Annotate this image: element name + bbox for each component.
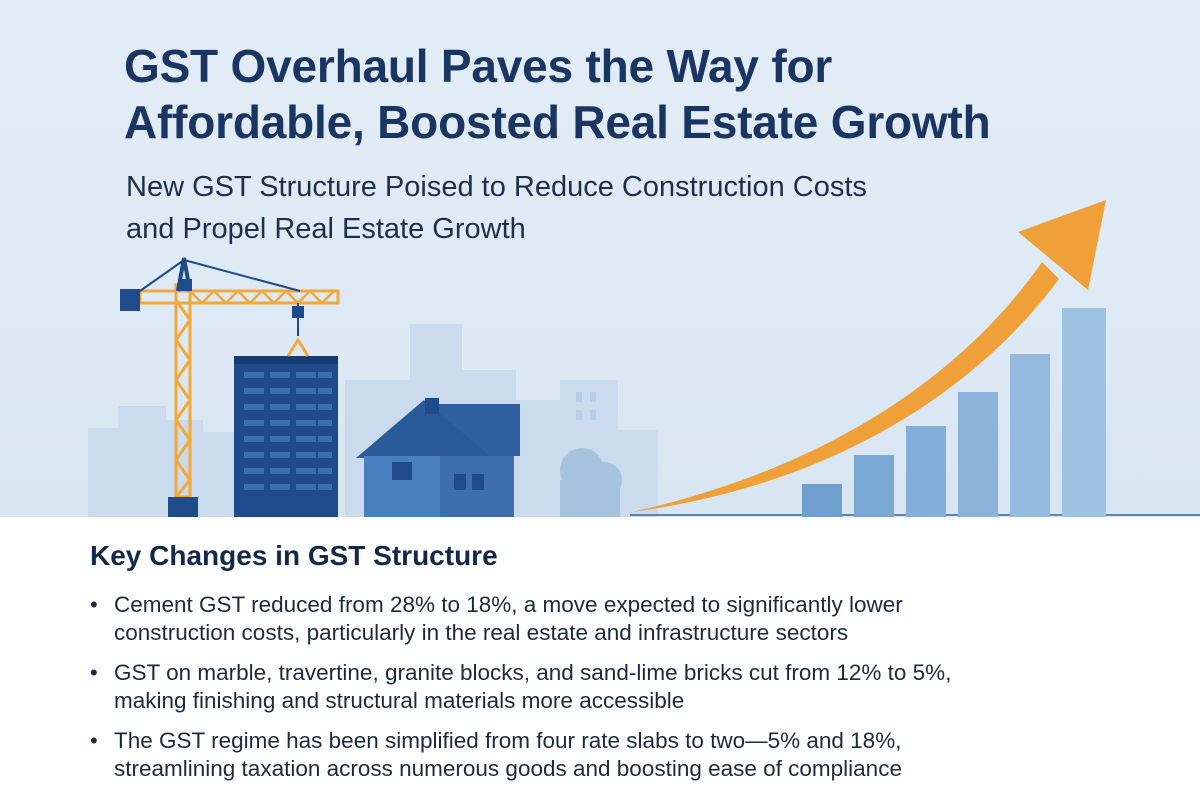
bullet-icon: •: [90, 660, 98, 685]
subtitle-line-1: New GST Structure Poised to Reduce Const…: [126, 171, 867, 203]
hero-banner: GST Overhaul Paves the Way for Affordabl…: [0, 0, 1200, 517]
crane-icon: [120, 257, 340, 517]
bullet-icon: •: [90, 592, 98, 617]
page-subtitle: New GST Structure Poised to Reduce Const…: [126, 166, 1106, 250]
building-icon: [234, 356, 338, 517]
key-changes-list: • Cement GST reduced from 28% to 18%, a …: [90, 591, 1170, 795]
bullet-icon: •: [90, 728, 98, 753]
list-item-line: Cement GST reduced from 28% to 18%, a mo…: [114, 592, 903, 617]
key-changes-section: Key Changes in GST Structure • Cement GS…: [0, 517, 1200, 802]
growth-arrow-icon: [632, 200, 1106, 512]
page-title: GST Overhaul Paves the Way for Affordabl…: [124, 38, 1184, 150]
list-item-line: making finishing and structural material…: [114, 688, 685, 713]
list-item: • GST on marble, travertine, granite blo…: [90, 659, 1170, 715]
list-item-line: streamlining taxation across numerous go…: [114, 756, 902, 781]
title-line-1: GST Overhaul Paves the Way for: [124, 40, 833, 92]
bar-chart-icon: [802, 308, 1106, 517]
house-icon: [356, 398, 520, 517]
list-item-line: The GST regime has been simplified from …: [114, 728, 902, 753]
subtitle-line-2: and Propel Real Estate Growth: [126, 213, 526, 245]
tree-icon: [560, 448, 622, 517]
list-item-line: construction costs, particularly in the …: [114, 620, 849, 645]
list-item: • The GST regime has been simplified fro…: [90, 727, 1170, 783]
list-item-line: GST on marble, travertine, granite block…: [114, 660, 952, 685]
section-heading: Key Changes in GST Structure: [90, 540, 498, 571]
list-item: • Cement GST reduced from 28% to 18%, a …: [90, 591, 1170, 647]
title-line-2: Affordable, Boosted Real Estate Growth: [124, 96, 991, 148]
growth-illustration: [88, 200, 1200, 517]
